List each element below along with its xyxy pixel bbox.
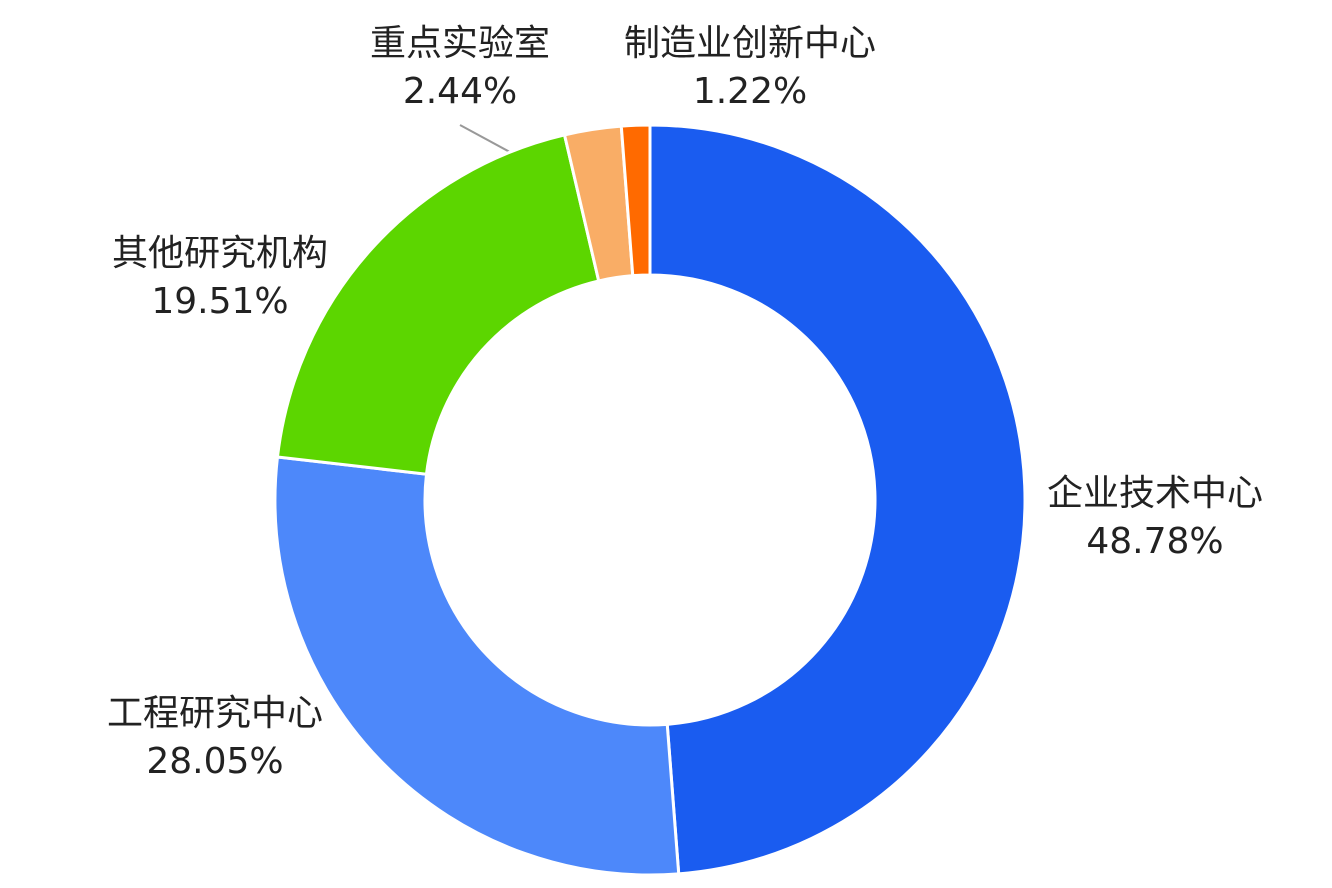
value-label: 19.51% — [151, 281, 288, 322]
value-label: 28.05% — [146, 741, 283, 782]
slice — [619, 123, 652, 278]
value-label: 1.22% — [693, 71, 807, 112]
slice-label: 重点实验室 — [370, 23, 550, 64]
value-label: 2.44% — [403, 71, 517, 112]
slice — [273, 455, 681, 877]
slice-label: 制造业创新中心 — [624, 23, 876, 64]
slice-label: 企业技术中心 — [1047, 473, 1263, 514]
slice-label: 工程研究中心 — [107, 693, 323, 734]
slice — [275, 133, 601, 476]
slice — [648, 123, 1027, 876]
slice-label: 其他研究机构 — [112, 233, 328, 274]
value-label: 48.78% — [1086, 521, 1223, 562]
